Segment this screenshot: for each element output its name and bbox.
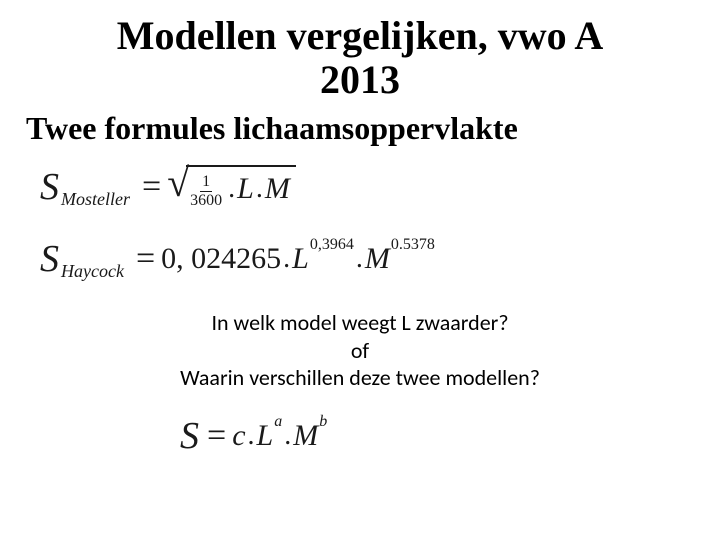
title-line-2: 2013 (320, 57, 400, 102)
equals: = (207, 417, 226, 455)
exp-M: 0.5378 (391, 236, 435, 254)
frac-num: 1 (200, 174, 212, 192)
slide: Modellen vergelijken, vwo A 2013 Twee fo… (0, 0, 720, 540)
formula-mosteller: S Mosteller = √ 1 3600 . L . M (40, 165, 690, 209)
formula-general-wrap: S = c . L a . M b (180, 414, 690, 458)
sub-mosteller: Mosteller (61, 189, 130, 210)
dot: . (228, 173, 235, 205)
sqrt-content: 1 3600 . L . M (186, 165, 296, 209)
var-M: M (265, 172, 290, 206)
frac-den: 3600 (190, 192, 222, 209)
fraction: 1 3600 (190, 174, 222, 209)
equals: = (142, 168, 161, 206)
question-block: In welk model weegt L zwaarder? of Waari… (30, 309, 690, 392)
sqrt-sign: √ (167, 163, 189, 203)
question-line-2: of (30, 337, 690, 365)
equals: = (136, 240, 155, 278)
dot: . (248, 420, 255, 452)
var-S: S (40, 237, 59, 281)
exp-a: a (274, 413, 282, 431)
formulas: S Mosteller = √ 1 3600 . L . M S H (40, 165, 690, 281)
dot: . (284, 420, 291, 452)
var-S: S (40, 165, 59, 209)
coef: 0, 024265 (161, 242, 281, 276)
question-line-3: Waarin verschillen deze twee modellen? (30, 364, 690, 392)
dot: . (356, 243, 363, 275)
var-L: L (257, 419, 274, 453)
title-line-1: Modellen vergelijken, vwo A (117, 13, 604, 58)
sub-haycock: Haycock (61, 261, 124, 282)
var-L: L (292, 242, 309, 276)
var-c: c (232, 419, 245, 453)
question-line-1: In welk model weegt L zwaarder? (30, 309, 690, 337)
formula-general: S = c . L a . M b (180, 414, 690, 458)
var-S: S (180, 414, 199, 458)
dot: . (283, 243, 290, 275)
dot: . (256, 173, 263, 205)
var-M: M (293, 419, 318, 453)
slide-subtitle: Twee formules lichaamsoppervlakte (26, 110, 690, 147)
var-L: L (237, 172, 254, 206)
sqrt: √ 1 3600 . L . M (167, 165, 296, 209)
var-M: M (365, 242, 390, 276)
exp-L: 0,3964 (310, 236, 354, 254)
slide-title: Modellen vergelijken, vwo A 2013 (30, 14, 690, 102)
exp-b: b (319, 413, 327, 431)
formula-haycock: S Haycock = 0, 024265 . L 0,3964 . M 0.5… (40, 237, 690, 281)
